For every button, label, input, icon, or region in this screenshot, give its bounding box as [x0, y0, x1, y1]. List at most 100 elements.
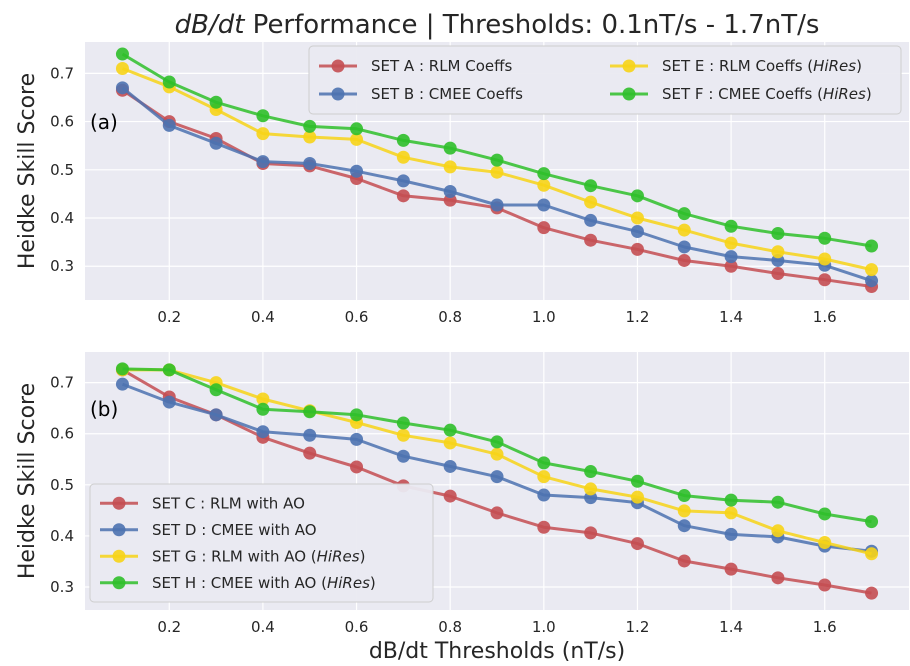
- data-point: [537, 456, 551, 470]
- x-tick-label: 1.4: [719, 308, 743, 326]
- x-tick-label: 1.6: [813, 618, 837, 636]
- data-point: [630, 537, 644, 551]
- data-point: [490, 447, 504, 461]
- data-point: [396, 428, 410, 442]
- data-point: [677, 207, 691, 221]
- x-tick-label: 0.6: [345, 618, 369, 636]
- data-point: [724, 562, 738, 576]
- series-4: [115, 47, 879, 253]
- y-tick-label: 0.7: [50, 374, 74, 392]
- data-point: [630, 225, 644, 239]
- series-2: [115, 377, 879, 558]
- x-tick-label: 1.4: [719, 618, 743, 636]
- data-point: [443, 160, 457, 174]
- y-tick-label: 0.5: [50, 476, 74, 494]
- data-point: [396, 133, 410, 147]
- data-point: [256, 392, 270, 406]
- x-tick-label: 0.8: [438, 308, 462, 326]
- data-point: [584, 179, 598, 193]
- y-tick-label: 0.3: [50, 578, 74, 596]
- data-point: [443, 423, 457, 437]
- data-point: [303, 446, 317, 460]
- legend-label-italic: HiRes: [317, 547, 360, 565]
- data-point: [724, 259, 738, 273]
- legend-label-main: SET A : RLM Coeffs: [371, 57, 512, 75]
- data-point: [350, 122, 364, 136]
- data-point: [724, 219, 738, 233]
- data-point: [677, 489, 691, 503]
- y-axis-label: Heidke Skill Score: [15, 73, 40, 269]
- data-point: [771, 226, 785, 240]
- data-point: [677, 240, 691, 254]
- data-point: [724, 506, 738, 520]
- data-point: [443, 459, 457, 473]
- x-tick-label: 1.0: [532, 618, 556, 636]
- y-tick-label: 0.4: [50, 527, 74, 545]
- data-point: [209, 95, 223, 109]
- data-point: [350, 432, 364, 446]
- data-point: [771, 524, 785, 538]
- legend-frame: [89, 483, 434, 603]
- x-tick-label: 0.2: [157, 308, 181, 326]
- legend-entry-3: SET G : RLM with AO (HiRes): [100, 547, 365, 565]
- data-point: [865, 239, 879, 253]
- data-point: [818, 507, 832, 521]
- data-point: [630, 242, 644, 256]
- data-point: [537, 198, 551, 212]
- data-point: [490, 435, 504, 449]
- data-point: [115, 62, 129, 76]
- legend-entry-4: SET F : CMEE Coeffs (HiRes): [610, 85, 872, 103]
- data-point: [443, 184, 457, 198]
- x-tick-label: 0.4: [251, 308, 275, 326]
- data-point: [537, 470, 551, 484]
- data-point: [865, 586, 879, 600]
- legend-entry-1: SET C : RLM with AO: [100, 494, 305, 512]
- data-point: [490, 506, 504, 520]
- legend-label-italic: HiRes: [823, 85, 866, 103]
- data-point: [630, 474, 644, 488]
- data-point: [350, 132, 364, 146]
- data-point: [724, 250, 738, 264]
- legend-label-main: SET C : RLM with AO: [152, 494, 305, 512]
- legend: SET C : RLM with AO SET D : CMEE with AO S…: [89, 483, 434, 603]
- legend-label: SET A : RLM Coeffs: [371, 57, 512, 75]
- data-point: [256, 425, 270, 439]
- data-point: [162, 75, 176, 89]
- data-point: [256, 127, 270, 141]
- legend-label: SET G : RLM with AO (HiRes): [152, 547, 365, 565]
- data-point: [584, 482, 598, 496]
- data-point: [630, 211, 644, 225]
- legend-label-main: SET F : CMEE Coeffs (: [662, 85, 823, 103]
- data-point: [865, 263, 879, 277]
- data-point: [584, 526, 598, 540]
- data-point: [162, 363, 176, 377]
- data-point: [396, 174, 410, 188]
- y-tick-label: 0.7: [50, 64, 74, 82]
- data-point: [303, 130, 317, 144]
- legend-label: SET F : CMEE Coeffs (HiRes): [662, 85, 872, 103]
- legend-entry-2: SET B : CMEE Coeffs: [319, 85, 523, 103]
- legend-entry-2: SET D : CMEE with AO: [100, 521, 317, 539]
- legend-swatch-marker: [112, 576, 126, 590]
- data-point: [724, 527, 738, 541]
- legend-swatch-marker: [622, 87, 636, 101]
- data-point: [584, 213, 598, 227]
- data-point: [443, 141, 457, 155]
- data-point: [537, 221, 551, 235]
- data-point: [537, 167, 551, 181]
- data-point: [115, 377, 129, 391]
- data-point: [818, 578, 832, 592]
- data-point: [303, 119, 317, 133]
- data-point: [115, 47, 129, 61]
- data-point: [865, 547, 879, 561]
- data-point: [490, 198, 504, 212]
- data-point: [677, 223, 691, 237]
- data-point: [396, 449, 410, 463]
- data-point: [162, 395, 176, 409]
- y-tick-label: 0.3: [50, 257, 74, 275]
- data-point: [771, 495, 785, 509]
- x-tick-label: 0.6: [345, 308, 369, 326]
- data-point: [677, 504, 691, 518]
- data-point: [490, 153, 504, 167]
- data-point: [771, 245, 785, 259]
